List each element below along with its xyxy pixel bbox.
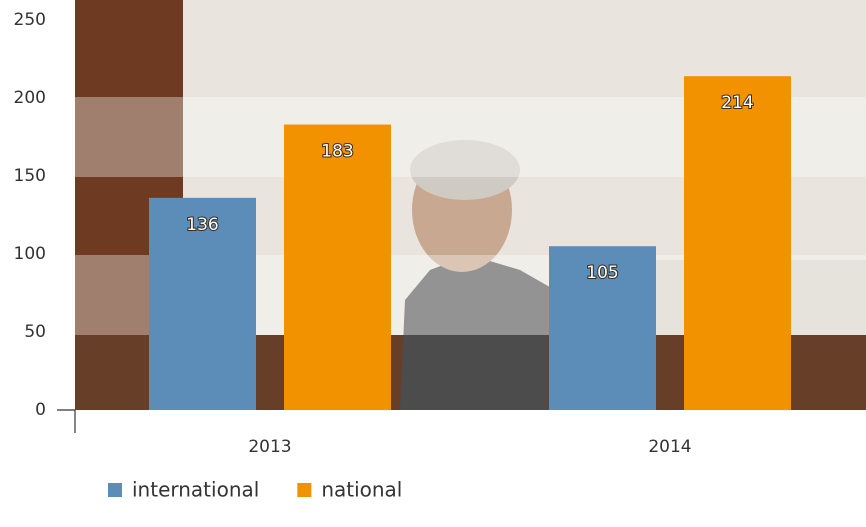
y-tick-label: 200 [14,88,46,108]
bar [549,246,656,410]
bar [284,124,391,411]
legend-swatch [108,483,122,497]
y-tick-label: 100 [14,244,46,264]
bar [684,76,791,410]
legend-swatch [297,483,312,497]
value-label: 214 [721,93,753,113]
value-label: 183 [321,142,353,162]
x-tick-label: 2014 [648,437,691,457]
y-tick-label: 50 [24,322,46,342]
legend-label: national [321,478,402,502]
y-tick-label: 150 [14,166,46,186]
y-tick-label: 0 [35,400,46,420]
y-tick-label: 250 [14,10,46,30]
value-label: 136 [186,215,218,235]
value-label: 105 [586,263,618,283]
legend-label: international [132,478,259,502]
x-tick-label: 2013 [248,437,291,457]
bar [149,197,256,410]
